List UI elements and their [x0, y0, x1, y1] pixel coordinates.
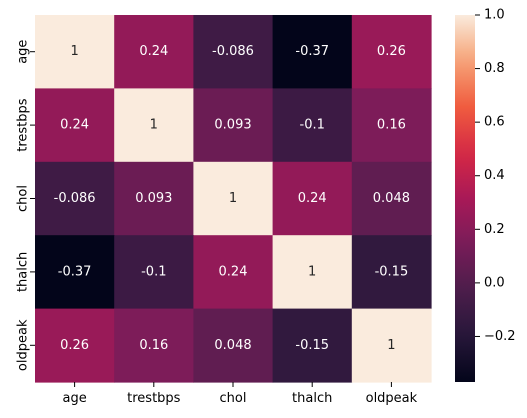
heatmap-cell-trestbps-age — [35, 88, 115, 163]
heatmap-cell-label: 0.16 — [139, 338, 168, 353]
y-axis: age trestbps chol thalch oldpeak — [16, 40, 35, 371]
heatmap-cell-thalch-thalch — [272, 235, 353, 310]
heatmap-cell-age-chol — [193, 15, 274, 89]
heatmap-cell-trestbps-chol — [193, 88, 274, 163]
heatmap-cell-trestbps-thalch — [272, 88, 353, 163]
heatmap-cell-label: 1 — [70, 44, 78, 59]
heatmap-cell-oldpeak-oldpeak — [351, 308, 432, 383]
heatmap-cell-chol-thalch — [272, 161, 353, 236]
heatmap-cell-chol-chol — [193, 161, 274, 236]
heatmap-cell-label: -0.15 — [375, 264, 409, 279]
heatmap-cell-label: 0.24 — [139, 44, 168, 59]
heatmap-cell-oldpeak-chol — [193, 308, 274, 383]
colorbar-tick-label: 0.0 — [484, 275, 505, 290]
heatmap-cell-label: 0.16 — [377, 118, 406, 133]
x-tick-label: thalch — [292, 391, 332, 406]
heatmap-cells — [35, 15, 432, 383]
x-axis: age trestbps chol thalch oldpeak — [62, 382, 418, 406]
heatmap-cell-label: 1 — [387, 338, 395, 353]
heatmap-cell-chol-age — [35, 161, 115, 236]
heatmap-cell-oldpeak-thalch — [272, 308, 353, 383]
heatmap-cell-label: 0.048 — [373, 191, 410, 206]
heatmap-cell-age-age — [35, 15, 115, 89]
heatmap-cell-label: 0.093 — [135, 191, 172, 206]
x-tick-label: oldpeak — [366, 391, 418, 406]
heatmap-cell-age-thalch — [272, 15, 353, 89]
y-tick-label: trestbps — [16, 98, 31, 152]
heatmap-cell-thalch-oldpeak — [351, 235, 432, 310]
heatmap-cell-label: 1 — [150, 118, 158, 133]
colorbar-tick-label: 1.0 — [484, 8, 505, 23]
heatmap-cell-label: -0.086 — [54, 191, 96, 206]
heatmap-cell-label: 0.26 — [377, 44, 406, 59]
y-tick-label: age — [16, 40, 31, 64]
y-tick-label: thalch — [16, 252, 31, 292]
heatmap-cell-trestbps-trestbps — [114, 88, 194, 163]
heatmap-cell-chol-trestbps — [114, 161, 194, 236]
heatmap-cell-label: 0.24 — [298, 191, 327, 206]
x-tick-label: chol — [220, 391, 247, 406]
heatmap-cell-trestbps-oldpeak — [351, 88, 432, 163]
heatmap-cell-age-trestbps — [114, 15, 194, 89]
heatmap-cell-chol-oldpeak — [351, 161, 432, 236]
heatmap-cell-oldpeak-age — [35, 308, 115, 383]
colorbar-tick-label: 0.2 — [484, 222, 505, 237]
heatmap-cell-label: 0.093 — [214, 118, 251, 133]
heatmap-cell-label: 0.24 — [219, 264, 248, 279]
x-tick-label: trestbps — [127, 391, 181, 406]
heatmap-cell-label: -0.086 — [212, 44, 254, 59]
colorbar-ticks: −0.2 0.0 0.2 0.4 0.6 0.8 1.0 — [475, 8, 516, 344]
heatmap-cell-label: -0.15 — [295, 338, 329, 353]
x-tick-label: age — [62, 391, 86, 406]
heatmap-cell-label: -0.37 — [58, 264, 92, 279]
heatmap-cell-oldpeak-trestbps — [114, 308, 194, 383]
heatmap-cell-label: 0.048 — [214, 338, 251, 353]
heatmap-cell-label: 1 — [308, 264, 316, 279]
heatmap-cell-label: 0.24 — [60, 118, 89, 133]
heatmap-cell-label: -0.37 — [295, 44, 329, 59]
heatmap-cell-age-oldpeak — [351, 15, 432, 89]
heatmap-cell-label: -0.1 — [141, 264, 166, 279]
colorbar-tick-label: −0.2 — [484, 329, 516, 344]
heatmap-cell-thalch-age — [35, 235, 115, 310]
colorbar-gradient — [455, 15, 475, 382]
colorbar-tick-label: 0.8 — [484, 61, 505, 76]
heatmap-cell-thalch-chol — [193, 235, 274, 310]
heatmap-cell-label: 0.26 — [60, 338, 89, 353]
heatmap-annotations: 1 0.24 -0.086 -0.37 0.26 0.24 1 0.093 -0.1 0.16 -0… — [54, 44, 410, 353]
colorbar-tick-label: 0.4 — [484, 168, 505, 183]
y-tick-label: chol — [16, 185, 31, 212]
y-tick-label: oldpeak — [16, 319, 31, 371]
heatmap-cell-thalch-trestbps — [114, 235, 194, 310]
colorbar-tick-label: 0.6 — [484, 115, 505, 130]
heatmap-cell-label: -0.1 — [300, 118, 325, 133]
heatmap-cell-label: 1 — [229, 191, 237, 206]
colorbar: −0.2 0.0 0.2 0.4 0.6 0.8 1.0 — [455, 8, 516, 382]
